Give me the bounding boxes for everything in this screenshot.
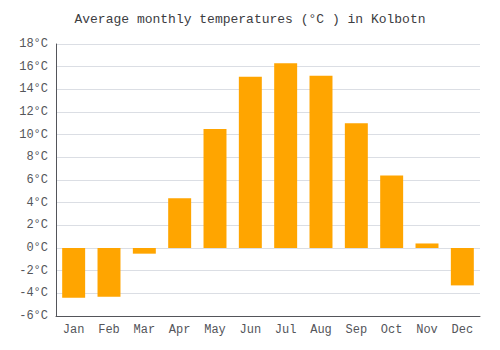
svg-text:Feb: Feb <box>98 323 120 337</box>
svg-text:0°C: 0°C <box>26 241 48 255</box>
svg-text:2°C: 2°C <box>26 218 48 232</box>
svg-text:-2°C: -2°C <box>19 264 48 278</box>
svg-text:4°C: 4°C <box>26 196 48 210</box>
svg-text:Jun: Jun <box>240 323 262 337</box>
svg-text:8°C: 8°C <box>26 150 48 164</box>
svg-text:10°C: 10°C <box>19 128 48 142</box>
svg-text:-4°C: -4°C <box>19 286 48 300</box>
svg-text:Jul: Jul <box>275 323 297 337</box>
svg-text:Sep: Sep <box>346 323 368 337</box>
svg-text:Nov: Nov <box>416 323 438 337</box>
svg-text:18°C: 18°C <box>19 37 48 51</box>
svg-text:Mar: Mar <box>134 323 156 337</box>
svg-text:12°C: 12°C <box>19 105 48 119</box>
svg-text:Oct: Oct <box>381 323 403 337</box>
svg-text:14°C: 14°C <box>19 82 48 96</box>
svg-text:Aug: Aug <box>310 323 332 337</box>
svg-text:-6°C: -6°C <box>19 309 48 323</box>
svg-text:May: May <box>204 323 226 337</box>
svg-text:Dec: Dec <box>452 323 474 337</box>
svg-text:16°C: 16°C <box>19 60 48 74</box>
svg-text:Apr: Apr <box>169 323 191 337</box>
svg-text:Jan: Jan <box>63 323 85 337</box>
svg-text:6°C: 6°C <box>26 173 48 187</box>
svg-text:Average monthly temperatures (: Average monthly temperatures (°C ) in Ko… <box>74 12 425 27</box>
